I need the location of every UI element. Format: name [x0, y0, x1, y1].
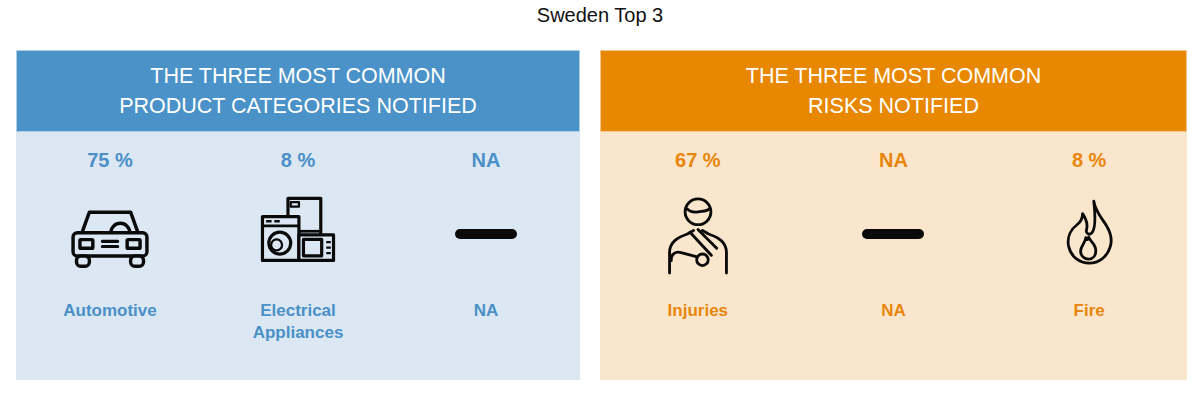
- stat-na-category: NA NA: [392, 132, 580, 380]
- header-line1: THE THREE MOST COMMON: [150, 61, 445, 91]
- na-dash-icon: [455, 229, 517, 239]
- header-line1: THE THREE MOST COMMON: [746, 61, 1041, 91]
- stat-label: Automotive: [63, 300, 157, 322]
- stat-value: 67 %: [675, 132, 721, 172]
- product-categories-header: THE THREE MOST COMMON PRODUCT CATEGORIES…: [16, 50, 580, 132]
- stat-injuries: 67 % Injuries: [600, 132, 796, 380]
- na-dash-icon: [862, 229, 924, 239]
- stat-label: Electrical Appliances: [228, 300, 368, 344]
- stat-label: NA: [474, 300, 499, 322]
- header-line2: PRODUCT CATEGORIES NOTIFIED: [119, 91, 477, 121]
- stat-value: NA: [879, 132, 908, 172]
- stat-value: NA: [472, 132, 501, 172]
- product-categories-panel: THE THREE MOST COMMON PRODUCT CATEGORIES…: [16, 50, 580, 380]
- stat-value: 8 %: [1072, 132, 1106, 172]
- icon-box: [455, 172, 517, 296]
- stat-value: 8 %: [281, 132, 315, 172]
- stat-na-risk: NA NA: [796, 132, 992, 380]
- page-title: Sweden Top 3: [0, 4, 1200, 27]
- icon-box: [862, 172, 924, 296]
- icon-box: [1053, 172, 1125, 296]
- icon-box: [658, 172, 738, 296]
- stat-fire: 8 % Fire: [991, 132, 1187, 380]
- car-icon: [67, 201, 153, 268]
- stat-electrical-appliances: 8 %: [204, 132, 392, 380]
- risks-header: THE THREE MOST COMMON RISKS NOTIFIED: [600, 50, 1187, 132]
- product-categories-body: 75 % Automotive 8 %: [16, 132, 580, 380]
- stat-label: Fire: [1074, 300, 1105, 322]
- electrical-appliances-icon: [257, 193, 339, 275]
- stat-automotive: 75 % Automotive: [16, 132, 204, 380]
- icon-box: [67, 172, 153, 296]
- stat-label: Injuries: [668, 300, 728, 322]
- injured-person-icon: [658, 193, 738, 275]
- stat-label: NA: [881, 300, 906, 322]
- fire-icon: [1053, 196, 1125, 272]
- risks-panel: THE THREE MOST COMMON RISKS NOTIFIED 67 …: [600, 50, 1187, 380]
- icon-box: [257, 172, 339, 296]
- risks-body: 67 % Injuries NA: [600, 132, 1187, 380]
- stat-value: 75 %: [87, 132, 133, 172]
- header-line2: RISKS NOTIFIED: [808, 91, 979, 121]
